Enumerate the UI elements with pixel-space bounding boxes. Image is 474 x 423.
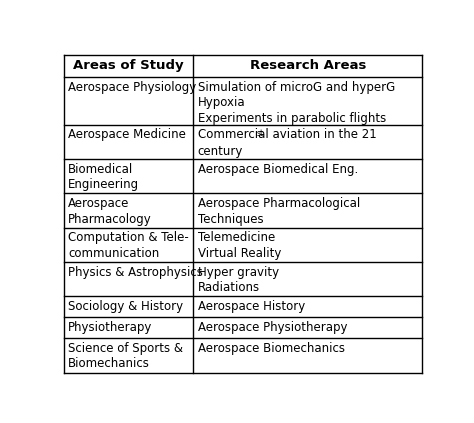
Text: Physiotherapy: Physiotherapy <box>68 321 153 334</box>
Text: Commercial aviation in the 21: Commercial aviation in the 21 <box>198 129 376 141</box>
Text: Aerospace History: Aerospace History <box>198 300 305 313</box>
Text: Sociology & History: Sociology & History <box>68 300 183 313</box>
Text: Aerospace Biomechanics: Aerospace Biomechanics <box>198 342 345 355</box>
Text: Hyper gravity
Radiations: Hyper gravity Radiations <box>198 266 279 294</box>
Text: Physics & Astrophysics: Physics & Astrophysics <box>68 266 203 279</box>
Text: Aerospace Physiotherapy: Aerospace Physiotherapy <box>198 321 347 334</box>
Text: Aerospace Physiology: Aerospace Physiology <box>68 81 196 94</box>
Text: Areas of Study: Areas of Study <box>73 59 184 72</box>
Text: Science of Sports &
Biomechanics: Science of Sports & Biomechanics <box>68 342 183 371</box>
Text: Biomedical
Engineering: Biomedical Engineering <box>68 163 139 191</box>
Text: century: century <box>198 145 243 158</box>
Text: Research Areas: Research Areas <box>250 59 366 72</box>
Text: Aerospace Biomedical Eng.: Aerospace Biomedical Eng. <box>198 163 358 176</box>
Text: Aerospace
Pharmacology: Aerospace Pharmacology <box>68 197 152 225</box>
Text: st: st <box>256 129 264 138</box>
Text: Aerospace Medicine: Aerospace Medicine <box>68 129 186 141</box>
Text: Telemedicine
Virtual Reality: Telemedicine Virtual Reality <box>198 231 281 260</box>
Text: Simulation of microG and hyperG
Hypoxia
Experiments in parabolic flights: Simulation of microG and hyperG Hypoxia … <box>198 81 395 125</box>
Text: Aerospace Pharmacological
Techniques: Aerospace Pharmacological Techniques <box>198 197 360 225</box>
Text: Computation & Tele-
communication: Computation & Tele- communication <box>68 231 189 260</box>
